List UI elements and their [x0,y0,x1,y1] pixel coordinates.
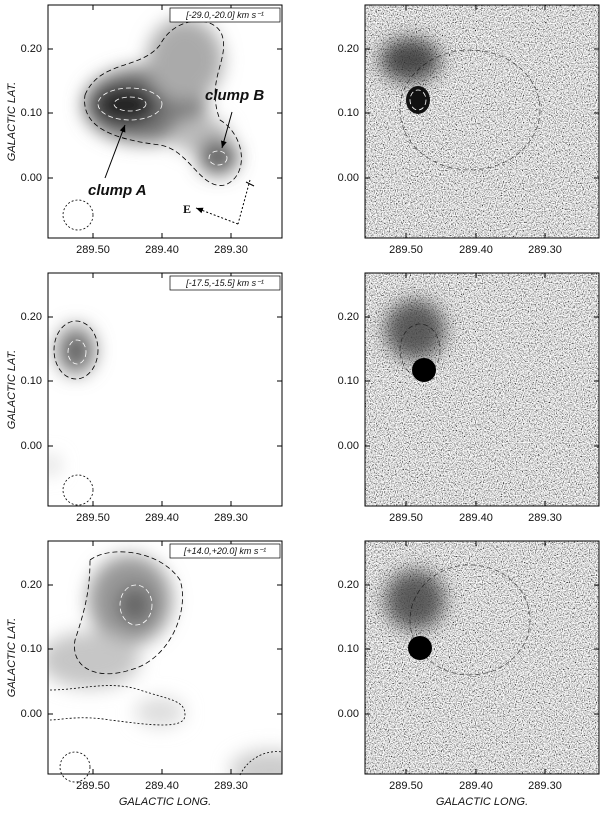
y-tick-label: 0.00 [21,172,42,184]
y-tick-label: 0.10 [338,107,359,119]
x-tick-label: 289.50 [76,780,110,792]
x-tick-label: 289.50 [389,244,423,256]
x-tick-label: 289.50 [76,244,110,256]
velocity-box [169,543,281,559]
emission-map [48,555,282,774]
velocity-box [169,7,281,23]
x-tick-label: 289.30 [528,244,562,256]
y-tick-label: 0.10 [21,643,42,655]
y-tick-label: 0.00 [338,172,359,184]
x-tick-label: 289.30 [214,244,248,256]
y-tick-label: 0.20 [338,311,359,323]
x-tick-label: 289.30 [528,512,562,524]
x-axis-title: GALACTIC LONG. [119,796,211,808]
velocity-label: [+14.0,+20.0] km s⁻¹ [183,546,266,556]
x-tick-label: 289.30 [214,512,248,524]
y-axis-title: GALACTIC LAT. [6,350,18,429]
y-tick-label: 0.20 [21,311,42,323]
panel-frame [47,272,283,507]
velocity-label: [-29.0,-20.0] km s⁻¹ [185,10,264,20]
emission-map [48,325,96,475]
y-tick-label: 0.00 [338,708,359,720]
panel-frame [47,4,283,239]
y-axis-title: GALACTIC LAT. [6,82,18,161]
y-tick-label: 0.00 [21,440,42,452]
panel-frame [47,540,283,775]
contours [62,20,255,231]
y-tick-label: 0.00 [338,440,359,452]
y-axis-title: GALACTIC LAT. [6,618,18,697]
x-tick-label: 289.40 [459,512,493,524]
x-tick-label: 289.50 [76,512,110,524]
x-tick-label: 289.40 [459,244,493,256]
x-tick-label: 289.50 [389,780,423,792]
x-tick-label: 289.40 [145,244,179,256]
y-tick-label: 0.20 [21,579,42,591]
y-tick-label: 0.00 [21,708,42,720]
x-axis-title: GALACTIC LONG. [436,796,528,808]
y-tick-label: 0.10 [21,107,42,119]
y-tick-label: 0.10 [338,643,359,655]
panel-frame [364,4,600,239]
panel-frame [364,540,600,775]
contours [49,551,283,783]
x-tick-label: 289.40 [145,780,179,792]
x-tick-label: 289.50 [389,512,423,524]
y-tick-label: 0.20 [338,579,359,591]
velocity-box [169,275,281,291]
x-tick-label: 289.30 [528,780,562,792]
panel-frame [364,272,600,507]
optical-images [365,5,599,774]
annotation: clump B [205,87,264,104]
x-tick-label: 289.30 [214,780,248,792]
velocity-label: [-17.5,-15.5] km s⁻¹ [185,278,264,288]
y-tick-label: 0.20 [338,43,359,55]
y-tick-label: 0.20 [21,43,42,55]
y-tick-label: 0.10 [338,375,359,387]
x-tick-label: 289.40 [145,512,179,524]
annotation: E [183,202,191,216]
emission-map [83,18,238,175]
contours [53,320,99,506]
y-tick-label: 0.10 [21,375,42,387]
x-tick-label: 289.40 [459,780,493,792]
annotation: clump A [88,182,147,199]
